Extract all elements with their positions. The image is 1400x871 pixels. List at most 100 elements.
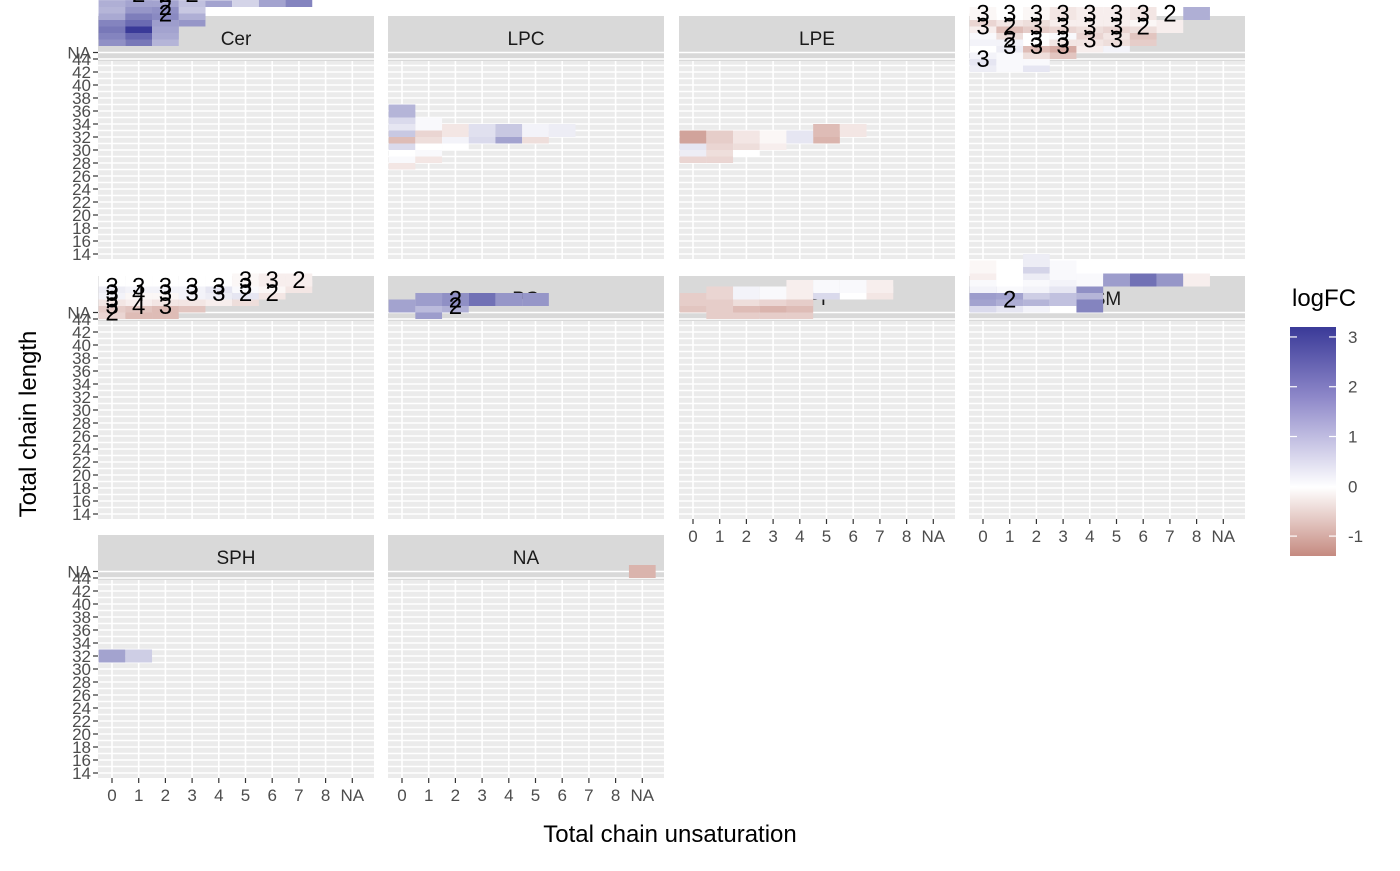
cell-count-label: 3 xyxy=(105,274,118,301)
y-tick-label: 14 xyxy=(72,245,91,264)
y-tick-label: 28 xyxy=(72,673,91,692)
heatmap-cell xyxy=(733,130,760,144)
y-tick-label: 38 xyxy=(72,608,91,627)
x-tick-label: 8 xyxy=(902,527,911,546)
heatmap-cell xyxy=(1103,7,1130,20)
x-tick-label: 1 xyxy=(134,786,143,805)
strip-label: LPE xyxy=(799,29,835,50)
cell-count-label: 3 xyxy=(212,274,225,301)
heatmap-cell xyxy=(759,286,787,300)
heatmap-cell xyxy=(415,293,443,306)
cell-count-label: 3 xyxy=(266,267,279,294)
cell-count-label: 3 xyxy=(976,46,989,73)
cell-count-label: 3 xyxy=(976,1,989,28)
x-tick-label: 7 xyxy=(294,786,303,805)
heatmap-cell xyxy=(125,0,153,1)
x-tick-label: 6 xyxy=(557,786,566,805)
y-tick-label: 36 xyxy=(72,102,91,121)
y-tick-label: 32 xyxy=(72,647,91,666)
cell-count-label: 2 xyxy=(159,0,172,8)
x-tick-label: 8 xyxy=(611,786,620,805)
x-tick-label: NA xyxy=(921,527,945,546)
legend-tick-label: -1 xyxy=(1348,527,1363,546)
x-tick-label: 2 xyxy=(1032,527,1041,546)
panel-background xyxy=(388,580,664,778)
heatmap-cell xyxy=(522,124,549,137)
cell-count-label: 2 xyxy=(266,280,279,307)
heatmap-cell xyxy=(495,124,523,137)
strip-label: LPC xyxy=(508,29,545,50)
x-tick-label: 5 xyxy=(822,527,831,546)
heatmap-cell xyxy=(1049,260,1077,274)
x-tick-label: NA xyxy=(1211,527,1235,546)
panel-na: NA 0 1 2 3 4 5 6 7 8 NA xyxy=(388,535,664,805)
x-tick-label: 3 xyxy=(768,527,777,546)
y-tick-label: 24 xyxy=(72,180,91,199)
cell-count-label: 3 xyxy=(1056,33,1069,60)
x-tick-label: 6 xyxy=(1138,527,1147,546)
x-tick-label: 4 xyxy=(504,786,513,805)
legend-tick-label: 0 xyxy=(1348,477,1357,496)
cell-count-label: 2 xyxy=(105,300,118,327)
x-tick-label: 3 xyxy=(187,786,196,805)
panel-cer: Cer2222214161820222426283032343638404244… xyxy=(67,0,374,264)
x-tick-label: 8 xyxy=(1192,527,1201,546)
heatmap-cell xyxy=(152,273,179,287)
y-tick-label: 44 xyxy=(72,50,91,69)
heatmap-cell xyxy=(996,260,1024,274)
heatmap-cell xyxy=(706,130,734,144)
y-tick-label: 26 xyxy=(72,686,91,705)
heatmap-cell xyxy=(285,0,313,7)
cell-count-label: 3 xyxy=(1083,14,1096,41)
x-tick-label: 0 xyxy=(688,527,697,546)
y-tick-label: 38 xyxy=(72,89,91,108)
strip-background xyxy=(388,535,664,580)
heatmap-cell xyxy=(232,0,259,7)
x-tick-label: 1 xyxy=(1005,527,1014,546)
heatmap-cell xyxy=(98,0,126,7)
cell-count-label: 2 xyxy=(1003,287,1016,314)
x-axis-title: Total chain unsaturation xyxy=(543,821,797,848)
cell-count-label: 2 xyxy=(159,1,172,28)
cell-count-label: 3 xyxy=(1030,33,1043,60)
x-tick-label: 0 xyxy=(978,527,987,546)
x-tick-label: 3 xyxy=(1058,527,1067,546)
cell-count-label: 3 xyxy=(132,274,145,301)
heatmap-cell xyxy=(1103,273,1130,287)
cell-count-label: 2 xyxy=(1003,14,1016,41)
legend-ticks: 3 2 1 0 -1 xyxy=(1290,328,1363,546)
heatmap-cell xyxy=(839,280,867,293)
heatmap-cell xyxy=(468,124,496,137)
heatmap-cell xyxy=(205,0,233,7)
strip-label: NA xyxy=(513,548,540,569)
heatmap-cell xyxy=(205,0,233,1)
y-tick-label: 40 xyxy=(72,336,91,355)
legend-tick-label: 3 xyxy=(1348,328,1357,347)
cell-count-label: 2 xyxy=(1137,14,1150,41)
heatmap-cell xyxy=(178,0,206,1)
panel-pe: PE33333332343332233432314161820222426283… xyxy=(67,267,374,524)
heatmap-cell xyxy=(415,117,443,131)
x-tick-label: 0 xyxy=(107,786,116,805)
strip-background xyxy=(388,16,664,61)
cell-count-label: 2 xyxy=(159,0,172,21)
y-tick-label: 34 xyxy=(72,375,91,394)
heatmap-cell xyxy=(442,293,469,306)
strip-background xyxy=(679,16,955,61)
cell-count-label: 3 xyxy=(1030,1,1043,28)
heatmap-cell xyxy=(125,0,153,7)
x-tick-label: 7 xyxy=(1165,527,1174,546)
heatmap-cell xyxy=(125,273,153,287)
heatmap-cell xyxy=(1129,7,1157,20)
panel-lpe: LPE xyxy=(679,16,955,259)
legend-tick-label: 1 xyxy=(1348,428,1357,447)
panel-background xyxy=(679,321,955,519)
heatmap-cell xyxy=(258,0,286,7)
y-tick-label: 42 xyxy=(72,582,91,601)
strip-background xyxy=(98,535,374,580)
heatmap-cell xyxy=(205,273,233,287)
x-tick-label: 1 xyxy=(715,527,724,546)
x-tick-label: 5 xyxy=(531,786,540,805)
y-tick-label: 26 xyxy=(72,167,91,186)
heatmap-cell xyxy=(786,280,814,293)
